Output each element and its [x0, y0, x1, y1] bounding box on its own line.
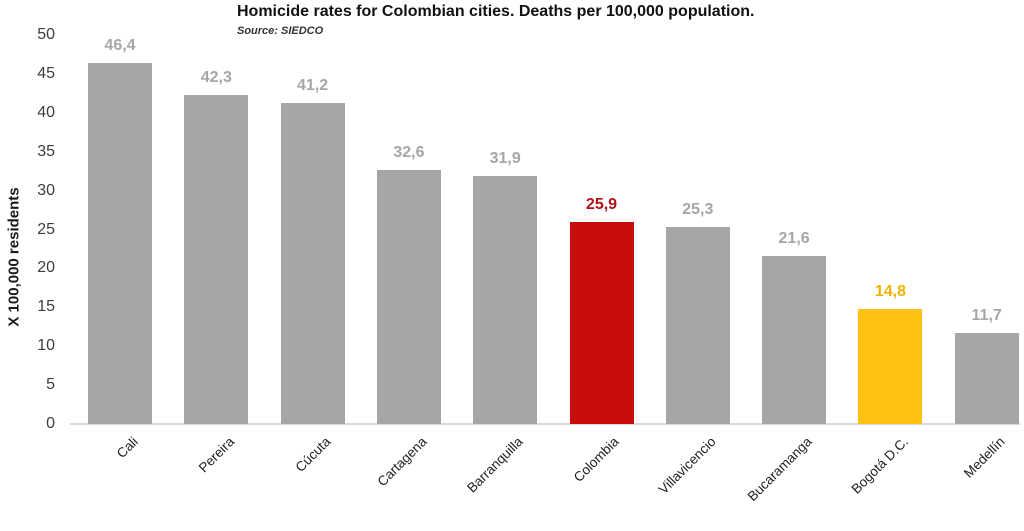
bar-pereira: [184, 94, 249, 424]
x-axis-line: [70, 423, 1020, 425]
bar-bogot-d-c-: [858, 308, 923, 424]
x-axis-label: Pereira: [195, 434, 237, 476]
x-axis-label: Cartagena: [374, 434, 430, 490]
value-label: 42,3: [200, 68, 232, 86]
bar-colombia: [569, 222, 634, 424]
x-axis-label: Bogotá D.C.: [848, 434, 912, 497]
y-tick-label: 0: [46, 415, 55, 432]
bar-cali: [88, 63, 152, 424]
y-tick-label: 25: [37, 220, 55, 238]
value-label: 32,6: [393, 144, 425, 162]
bar-barranquilla: [473, 175, 538, 424]
value-label: 25,9: [585, 196, 618, 214]
bar-c-cuta: [280, 103, 345, 424]
y-tick-label: 50: [37, 26, 55, 43]
value-label: 21,6: [778, 229, 810, 247]
x-axis-label: Colombia: [571, 434, 623, 485]
bar-villavicencio: [665, 227, 730, 424]
y-tick-label: 35: [37, 142, 55, 160]
y-tick-label: 15: [37, 298, 55, 316]
value-label: 14,8: [874, 282, 906, 300]
y-tick-label: 45: [37, 64, 55, 82]
bar-bucaramanga: [762, 255, 827, 424]
bar-cartagena: [376, 170, 441, 424]
x-axis-label: Barranquilla: [464, 434, 526, 496]
value-label: 31,9: [489, 149, 521, 167]
value-label: 25,3: [682, 201, 714, 219]
x-axis-label: Villavicencio: [655, 434, 719, 497]
value-label: 46,4: [104, 37, 136, 54]
value-label: 11,7: [971, 306, 1002, 324]
y-tick-label: 5: [46, 376, 55, 394]
x-axis-label: Cúcuta: [292, 434, 334, 475]
value-label: 41,2: [297, 77, 329, 95]
chart-title: Homicide rates for Colombian cities. Dea…: [237, 3, 755, 20]
bar-medell-n: [954, 332, 1019, 424]
y-tick-label: 40: [37, 103, 55, 121]
chart-source: Source: SIEDCO: [237, 25, 324, 37]
x-axis-label: Cali: [113, 434, 141, 462]
x-axis-label: Medellín: [960, 434, 1008, 481]
y-tick-label: 10: [37, 337, 55, 355]
x-axis-label: Bucaramanga: [744, 434, 815, 505]
y-tick-label: 20: [37, 259, 55, 277]
y-tick-label: 30: [37, 181, 55, 199]
